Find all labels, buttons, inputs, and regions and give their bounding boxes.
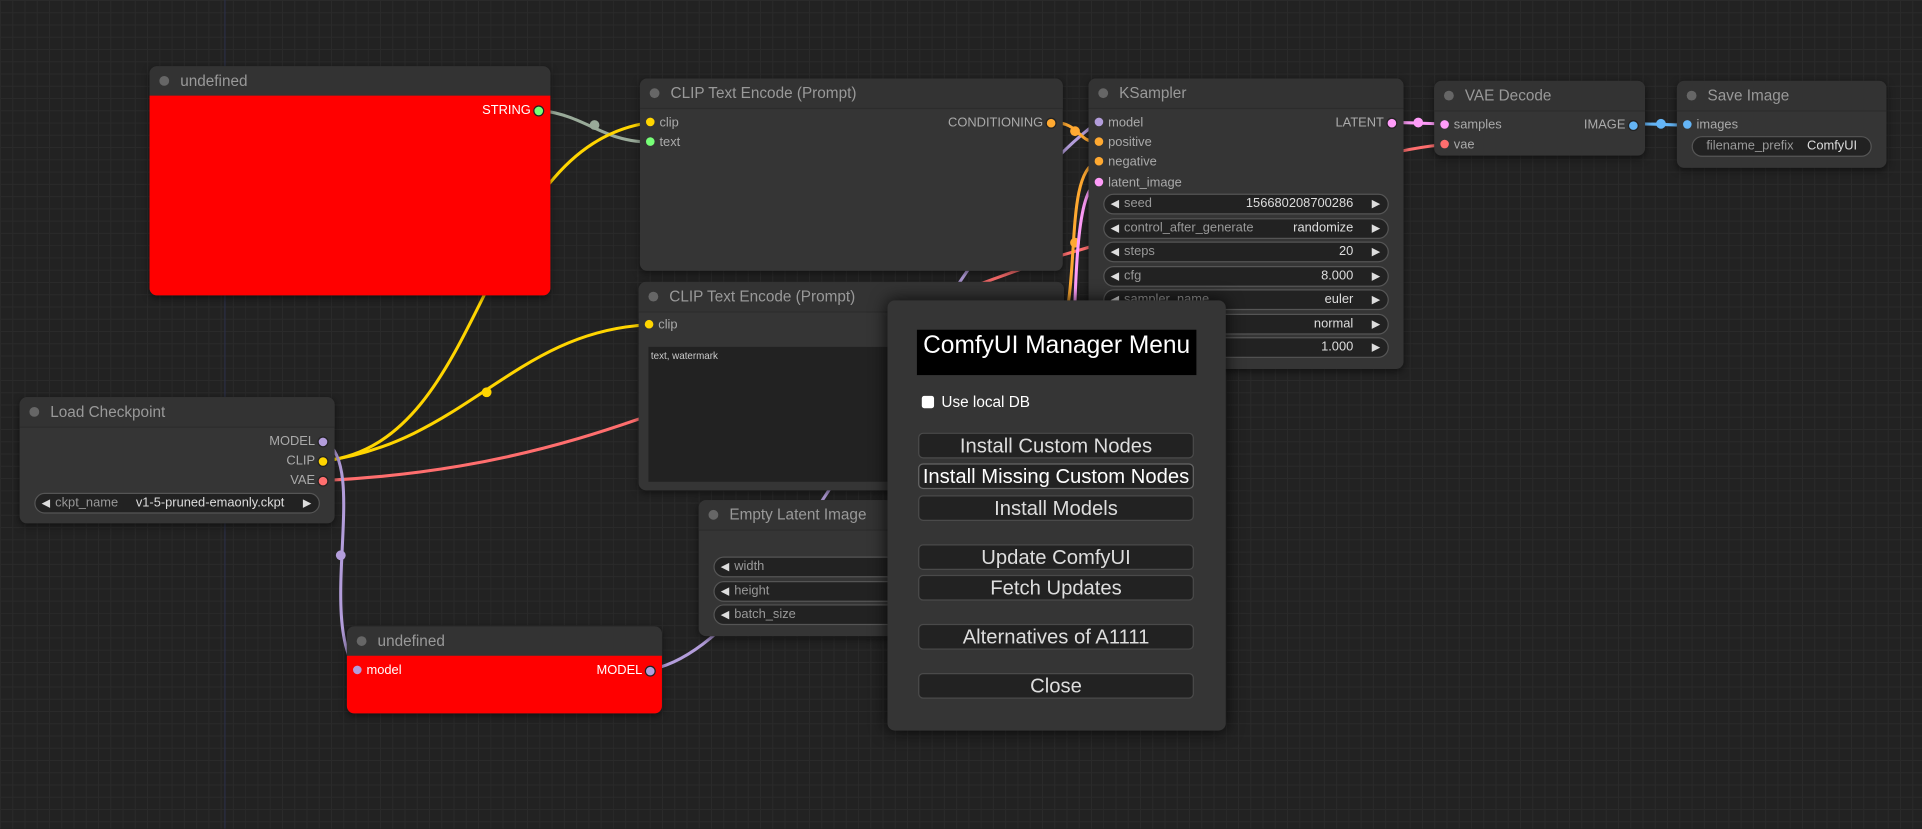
decrement-arrow-icon[interactable]: ◀ (1110, 292, 1120, 306)
close-button[interactable]: Close (918, 672, 1194, 699)
collapse-dot[interactable] (29, 406, 40, 417)
increment-arrow-icon[interactable]: ▶ (1371, 269, 1381, 282)
node-load-checkpoint[interactable]: Load Checkpoint MODEL CLIP VAE ◀ ckpt_nam… (19, 397, 335, 524)
increment-arrow-icon[interactable]: ▶ (1371, 221, 1381, 235)
widget-steps[interactable]: ◀ steps 20 ▶ (1103, 241, 1389, 263)
use-local-db-checkbox[interactable] (921, 395, 935, 409)
decrement-arrow-icon[interactable]: ◀ (720, 607, 730, 621)
widget-filename-prefix[interactable]: filename_prefix ComfyUI (1691, 136, 1872, 157)
input-model[interactable]: model (347, 662, 402, 679)
widget-control-after-generate[interactable]: ◀ control_after_generate randomize ▶ (1103, 218, 1389, 240)
increment-arrow-icon[interactable]: ▶ (1371, 317, 1381, 330)
collapse-dot[interactable] (1443, 90, 1454, 101)
input-model[interactable]: model (1089, 114, 1143, 131)
decrement-arrow-icon[interactable]: ◀ (720, 560, 730, 573)
collapse-dot[interactable] (159, 75, 170, 86)
install-missing-custom-nodes-button[interactable]: Install Missing Custom Nodes (918, 463, 1194, 490)
node-clip-text-encode-positive[interactable]: CLIP Text Encode (Prompt) clip text COND… (639, 78, 1063, 271)
input-negative[interactable]: negative (1089, 153, 1157, 170)
output-model[interactable]: MODEL (597, 662, 662, 679)
increment-arrow-icon[interactable]: ▶ (1371, 340, 1381, 354)
use-local-db-label[interactable]: Use local DB (941, 393, 1030, 411)
decrement-arrow-icon[interactable]: ◀ (720, 584, 730, 597)
node-title[interactable]: undefined (149, 66, 551, 97)
node-title[interactable]: undefined (346, 626, 662, 658)
node-undefined-string[interactable]: undefined STRING (149, 66, 551, 296)
decrement-arrow-icon[interactable]: ◀ (1110, 269, 1120, 282)
input-clip[interactable]: clip (639, 316, 678, 333)
node-undefined-model[interactable]: undefined model MODEL (346, 626, 662, 714)
node-title[interactable]: CLIP Text Encode (Prompt) (639, 78, 1063, 110)
error-body (346, 655, 662, 714)
increment-arrow-icon[interactable]: ▶ (302, 496, 312, 509)
input-images[interactable]: images (1677, 116, 1738, 133)
output-clip[interactable]: CLIP (286, 452, 334, 469)
install-models-button[interactable]: Install Models (918, 495, 1194, 521)
output-vae[interactable]: VAE (290, 472, 334, 489)
node-title[interactable]: VAE Decode (1434, 80, 1646, 112)
node-vae-decode[interactable]: VAE Decode samples vae IMAGE (1434, 80, 1646, 156)
node-title[interactable]: Save Image (1676, 80, 1887, 112)
collapse-dot[interactable] (708, 509, 719, 520)
output-model[interactable]: MODEL (269, 433, 334, 450)
input-clip[interactable]: clip (640, 114, 679, 131)
node-title[interactable]: KSampler (1088, 78, 1404, 110)
input-positive[interactable]: positive (1089, 134, 1152, 151)
output-image[interactable]: IMAGE (1584, 116, 1645, 133)
collapse-dot[interactable] (648, 291, 659, 302)
wire-clip-2 (324, 323, 649, 463)
output-conditioning[interactable]: CONDITIONING (948, 114, 1063, 131)
fetch-updates-button[interactable]: Fetch Updates (918, 574, 1194, 601)
dialog-title: ComfyUI Manager Menu (916, 329, 1197, 376)
node-title[interactable]: Load Checkpoint (19, 397, 335, 428)
output-latent[interactable]: LATENT (1336, 114, 1404, 131)
alternatives-of-a1111-button[interactable]: Alternatives of A1111 (918, 623, 1194, 650)
collapse-dot[interactable] (649, 88, 660, 99)
error-body (149, 95, 551, 296)
widget-cfg[interactable]: ◀ cfg 8.000 ▶ (1103, 265, 1389, 287)
decrement-arrow-icon[interactable]: ◀ (1110, 245, 1120, 258)
decrement-arrow-icon[interactable]: ◀ (1110, 197, 1120, 210)
collapse-dot[interactable] (1686, 90, 1697, 101)
decrement-arrow-icon[interactable]: ◀ (41, 496, 51, 509)
widget-seed[interactable]: ◀ seed 156680208700286 ▶ (1103, 193, 1389, 215)
install-custom-nodes-button[interactable]: Install Custom Nodes (918, 432, 1194, 459)
input-samples[interactable]: samples (1434, 116, 1502, 133)
input-latent-image[interactable]: latent_image (1089, 174, 1182, 191)
output-string[interactable]: STRING (482, 102, 550, 119)
increment-arrow-icon[interactable]: ▶ (1371, 245, 1381, 258)
increment-arrow-icon[interactable]: ▶ (1371, 292, 1381, 306)
input-vae[interactable]: vae (1434, 136, 1475, 153)
increment-arrow-icon[interactable]: ▶ (1371, 197, 1381, 210)
collapse-dot[interactable] (1098, 88, 1109, 99)
comfyui-manager-dialog: ComfyUI Manager Menu Use local DB Instal… (887, 300, 1226, 731)
widget-ckpt-name[interactable]: ◀ ckpt_name v1-5-pruned-emaonly.ckpt ▶ (34, 492, 320, 514)
node-title[interactable]: CLIP Text Encode (Prompt) (638, 281, 1064, 313)
node-save-image[interactable]: Save Image images filename_prefix ComfyUI (1676, 80, 1887, 168)
collapse-dot[interactable] (356, 636, 367, 646)
decrement-arrow-icon[interactable]: ◀ (1110, 221, 1120, 235)
wire-model (323, 439, 357, 671)
update-comfyui-button[interactable]: Update ComfyUI (918, 544, 1194, 570)
input-text[interactable]: text (640, 134, 680, 151)
